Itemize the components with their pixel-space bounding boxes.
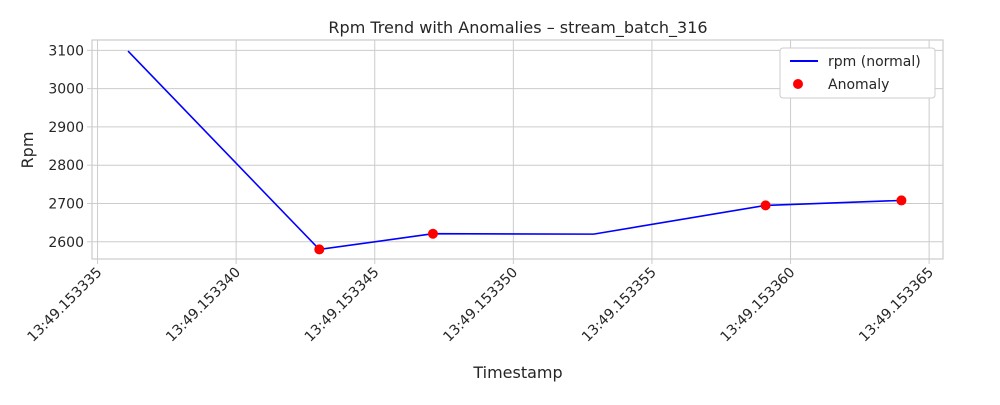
legend-box [779,47,936,99]
chart-title: Rpm Trend with Anomalies – stream_batch_… [328,18,707,38]
x-axis-ticks: 13:49.153335 13:49.153340 13:49.153345 13:4… [25,259,937,345]
y-tick-label: 2600 [48,235,84,251]
x-tick-label: 13:49.153355 [579,265,660,346]
anomaly-point [760,200,771,211]
x-tick-label: 13:49.153345 [302,265,383,346]
x-tick-label: 13:49.153360 [718,265,799,346]
x-tick-label: 13:49.153335 [25,265,106,346]
y-tick-label: 3000 [48,82,84,98]
x-tick-label: 13:49.153350 [440,265,521,346]
y-tick-label: 2900 [48,120,84,136]
legend-anomaly-swatch [793,79,803,89]
y-tick-label: 3100 [48,43,84,59]
x-tick-label: 13:49.153340 [163,265,244,346]
plot-frame [91,39,944,260]
anomaly-point [896,195,907,206]
anomaly-point [427,228,438,239]
x-tick-label: 13:49.153365 [856,265,937,346]
anomaly-point [314,244,325,255]
y-tick-label: 2700 [48,196,84,212]
y-tick-label: 2800 [48,158,84,174]
legend: rpm (normal) Anomaly [779,47,936,99]
y-axis-label: Rpm [18,132,37,169]
rpm-normal-line [127,50,902,251]
legend-label-normal: rpm (normal) [828,54,921,70]
x-axis-label: Timestamp [472,363,562,382]
series-layer [127,50,907,255]
y-axis-ticks: 2600 2700 2800 2900 3000 3100 [48,43,92,251]
legend-label-anomaly: Anomaly [828,77,889,93]
